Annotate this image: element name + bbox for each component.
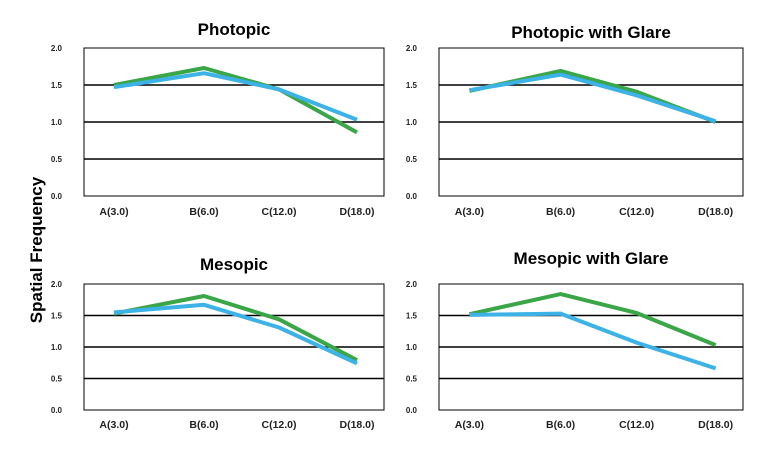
x-tick-label: D(18.0) (698, 206, 733, 218)
chart-title: Mesopic (200, 255, 268, 274)
y-tick-label: 1.5 (51, 312, 63, 321)
y-tick-label: 2.0 (406, 44, 418, 53)
x-tick-label: B(6.0) (189, 419, 218, 431)
y-tick-label: 2.0 (406, 280, 418, 289)
y-tick-label: 0.5 (406, 155, 418, 164)
y-tick-label: 1.5 (51, 81, 63, 90)
chart-title: Photopic (198, 20, 271, 39)
chart-panel-3: Mesopic 0.0 0.5 1.0 1.5 2.0 A(3.0) B(6.0) C(12.0… (51, 255, 385, 431)
x-tick-label: A(3.0) (455, 419, 484, 431)
y-tick-label: 2.0 (51, 280, 63, 289)
series-line-1 (113, 294, 358, 362)
y-tick-label: 1.0 (406, 118, 418, 127)
panels: Photopic 0.0 0.5 1.0 1.5 2.0 A(3.0) B(6.0) C(12.… (51, 20, 744, 431)
x-tick-label: D(18.0) (698, 419, 733, 431)
x-tick-label: D(18.0) (339, 206, 374, 218)
y-tick-label: 1.0 (406, 343, 418, 352)
y-tick-label: 1.5 (406, 312, 418, 321)
series-line-2 (113, 71, 358, 122)
chart-title: Mesopic with Glare (514, 249, 669, 268)
x-tick-label: A(3.0) (455, 206, 484, 218)
x-tick-label: C(12.0) (619, 206, 654, 218)
x-tick-label: C(12.0) (619, 419, 654, 431)
series-line-1 (113, 66, 358, 135)
x-tick-label: A(3.0) (99, 206, 128, 218)
y-tick-label: 1.0 (51, 118, 63, 127)
x-tick-label: D(18.0) (339, 419, 374, 431)
series-line-2 (113, 302, 358, 366)
series-line-1 (468, 292, 717, 347)
x-tick-label: B(6.0) (546, 206, 575, 218)
y-tick-label: 1.5 (406, 81, 418, 90)
x-tick-label: C(12.0) (261, 206, 296, 218)
chart-panel-4: Mesopic with Glare 0.0 0.5 1.0 1.5 2.0 A(3.0) B… (406, 249, 744, 431)
y-tick-label: 0.5 (51, 375, 63, 384)
y-tick-label: 0.0 (51, 192, 63, 201)
x-tick-label: A(3.0) (99, 419, 128, 431)
x-tick-label: C(12.0) (261, 419, 296, 431)
series-line-1 (468, 68, 717, 124)
chart-panel-1: Photopic 0.0 0.5 1.0 1.5 2.0 A(3.0) B(6.0) C(12.… (51, 20, 385, 218)
y-tick-label: 1.0 (51, 343, 63, 352)
y-axis-label: Spatial Frequency (27, 176, 46, 323)
x-tick-label: B(6.0) (546, 419, 575, 431)
chart-title: Photopic with Glare (511, 23, 671, 42)
chart-panel-2: Photopic with Glare 0.0 0.5 1.0 1.5 2.0 A(3.0)… (406, 23, 744, 218)
series-line-2 (469, 72, 717, 124)
y-tick-label: 2.0 (51, 44, 63, 53)
y-tick-label: 0.0 (51, 406, 63, 415)
y-tick-label: 0.5 (406, 375, 418, 384)
series-line-2 (469, 311, 717, 371)
y-tick-label: 0.0 (406, 192, 418, 201)
y-tick-label: 0.0 (406, 406, 418, 415)
x-tick-label: B(6.0) (189, 206, 218, 218)
y-tick-label: 0.5 (51, 155, 63, 164)
